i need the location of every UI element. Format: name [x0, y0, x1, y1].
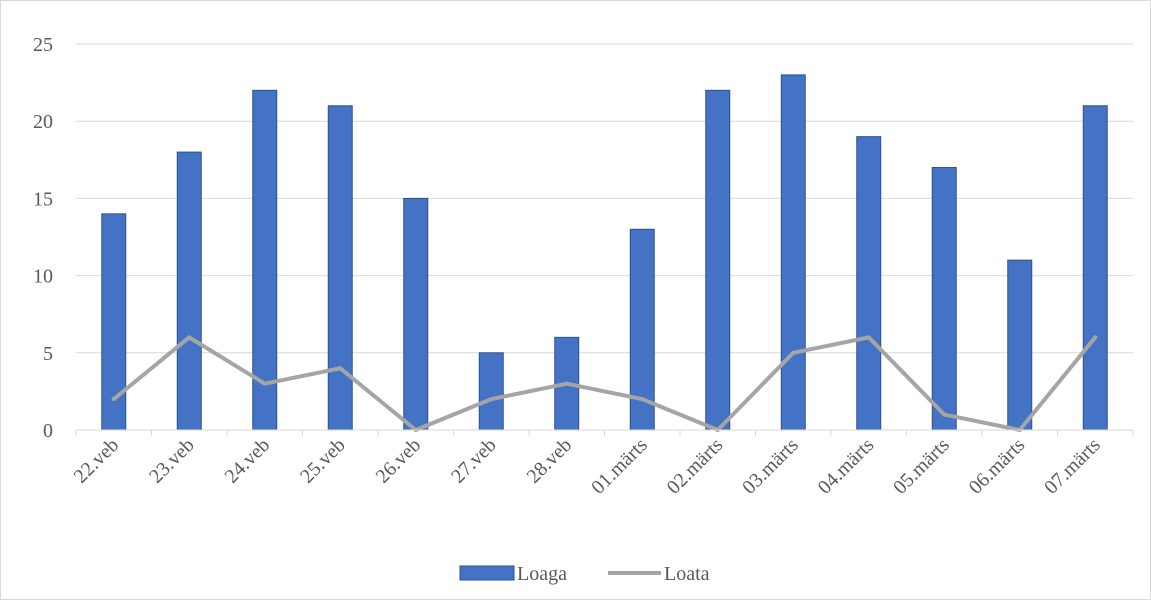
bar-loaga — [478, 352, 504, 431]
line-point-loata — [187, 335, 192, 340]
line-point-loata — [489, 397, 494, 402]
x-tick-labels: 22.veb 23.veb 24.veb 25.veb 26.veb 27.veb 28.v… — [70, 434, 1105, 499]
line-point-loata — [640, 397, 645, 402]
line-point-loata — [866, 335, 871, 340]
x-tick-label: 23.veb — [145, 434, 199, 488]
legend-label-loata: Loata — [664, 563, 710, 585]
bar-loaga — [1007, 259, 1033, 431]
line-point-loata — [1093, 335, 1098, 340]
line-loata — [111, 335, 1098, 432]
y-tick-label: 5 — [43, 343, 53, 365]
line-point-loata — [564, 381, 569, 386]
y-tick-label: 25 — [33, 34, 53, 56]
bar-loaga — [327, 105, 353, 431]
bar-series-loaga — [101, 74, 1108, 431]
x-tick-label: 25.veb — [296, 434, 350, 488]
bar-loaga — [931, 167, 957, 431]
y-tick-label: 0 — [43, 420, 53, 442]
line-point-loata — [262, 381, 267, 386]
x-tick-label: 03.märts — [738, 434, 803, 499]
x-tick-label: 24.veb — [221, 434, 275, 488]
bar-loaga — [780, 74, 806, 431]
y-tick-labels: 0 5 10 15 20 25 — [33, 34, 53, 442]
line-point-loata — [111, 397, 116, 402]
x-tick-label: 06.märts — [965, 434, 1030, 499]
y-tick-label: 15 — [33, 188, 53, 210]
x-tick-label: 07.märts — [1040, 434, 1105, 499]
x-tick-label: 05.märts — [889, 434, 954, 499]
gridlines — [76, 43, 1133, 354]
x-tick-label: 01.märts — [587, 434, 652, 499]
line-point-loata — [338, 366, 343, 371]
x-tick-label: 28.veb — [523, 434, 577, 488]
line-point-loata — [942, 412, 947, 417]
legend-swatch-loaga — [459, 565, 515, 581]
bar-loaga — [252, 89, 278, 431]
bar-loaga — [1082, 105, 1108, 431]
line-point-loata — [791, 350, 796, 355]
line-series-loata — [111, 335, 1098, 432]
x-tick-label: 04.märts — [814, 434, 879, 499]
bar-loaga — [856, 136, 882, 431]
axes — [75, 429, 1134, 436]
y-tick-label: 10 — [33, 266, 53, 288]
bar-loaga — [176, 151, 202, 431]
x-tick-label: 26.veb — [372, 434, 426, 488]
legend: Loaga Loata — [459, 563, 710, 585]
bar-loaga — [403, 197, 429, 431]
x-tick-label: 27.veb — [447, 434, 501, 488]
legend-label-loaga: Loaga — [517, 563, 567, 585]
x-tick-label: 02.märts — [663, 434, 728, 499]
x-tick-label: 22.veb — [70, 434, 124, 488]
bar-loaga — [705, 89, 731, 431]
y-tick-label: 20 — [33, 111, 53, 133]
